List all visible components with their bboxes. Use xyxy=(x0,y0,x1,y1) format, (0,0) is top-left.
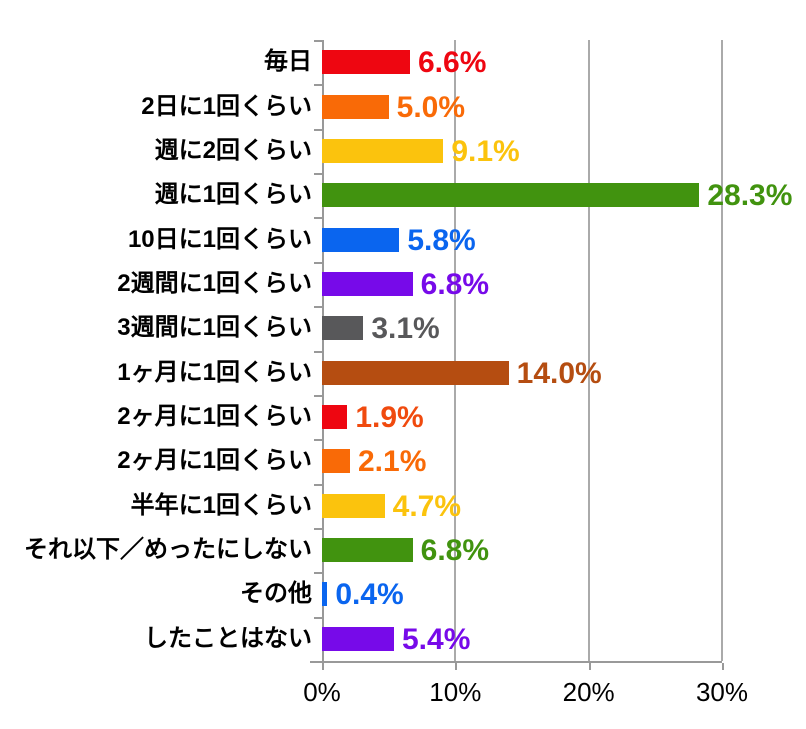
bar xyxy=(322,360,509,385)
y-axis-tick xyxy=(314,616,322,619)
y-axis-tick xyxy=(314,483,322,486)
bar xyxy=(322,94,389,119)
bar xyxy=(322,271,413,296)
bar xyxy=(322,582,328,607)
x-axis-tick xyxy=(455,663,458,670)
y-axis-line xyxy=(322,40,324,669)
category-label: 2ヶ月に1回くらい xyxy=(117,447,312,475)
value-label: 5.8% xyxy=(407,223,476,257)
value-label: 6.8% xyxy=(420,267,490,301)
y-axis-tick xyxy=(314,261,322,264)
category-label: 3週間に1回くらい xyxy=(117,314,312,342)
y-axis-tick xyxy=(314,306,322,309)
y-axis-tick xyxy=(314,527,322,530)
category-label: 毎日 xyxy=(264,48,312,76)
x-axis-tick-label: 20% xyxy=(562,677,615,707)
category-label: 半年に1回くらい xyxy=(130,491,312,519)
bar xyxy=(322,405,348,430)
category-label: 2ヶ月に1回くらい xyxy=(117,403,312,431)
y-axis-tick xyxy=(314,84,322,87)
x-axis-tick-label: 30% xyxy=(695,677,749,707)
value-label: 28.3% xyxy=(707,179,793,213)
y-axis-tick xyxy=(314,350,322,353)
category-label: したことはない xyxy=(144,624,312,652)
value-label: 0.4% xyxy=(335,578,404,612)
value-label: 9.1% xyxy=(451,134,520,168)
gridline xyxy=(454,40,457,661)
y-axis-tick xyxy=(314,394,322,397)
value-label: 14.0% xyxy=(516,356,602,390)
value-label: 1.9% xyxy=(355,401,424,435)
gridline xyxy=(721,40,723,661)
category-label: 週に1回くらい xyxy=(154,181,312,209)
category-label: 1ヶ月に1回くらい xyxy=(117,358,312,386)
y-axis-tick xyxy=(314,217,322,220)
category-label: 週に2回くらい xyxy=(154,136,312,164)
value-label: 6.8% xyxy=(420,534,490,568)
y-axis-tick xyxy=(314,173,322,176)
x-axis-tick xyxy=(322,663,324,670)
y-axis-tick xyxy=(314,572,322,575)
value-label: 5.0% xyxy=(396,90,466,124)
y-axis-tick xyxy=(314,128,322,131)
bar xyxy=(322,138,444,163)
value-label: 2.1% xyxy=(358,445,427,479)
gridline xyxy=(587,40,590,661)
x-axis-tick xyxy=(722,663,724,670)
bar xyxy=(322,538,413,563)
value-label: 4.7% xyxy=(392,489,462,523)
y-axis-tick xyxy=(314,40,322,42)
y-axis-tick xyxy=(314,439,322,442)
bar xyxy=(322,449,350,474)
category-label: 2日に1回くらい xyxy=(141,92,312,120)
x-axis-tick-label: 0% xyxy=(303,677,341,707)
category-label: その他 xyxy=(240,580,312,608)
bar xyxy=(322,183,700,208)
category-label: 2週間に1回くらい xyxy=(117,269,312,297)
value-label: 6.6% xyxy=(418,46,487,80)
bar xyxy=(322,626,394,651)
bar xyxy=(322,316,364,341)
value-label: 5.4% xyxy=(402,622,471,656)
category-label: 10日に1回くらい xyxy=(127,225,312,253)
category-label: それ以下／めったにしない xyxy=(24,536,312,564)
bar xyxy=(322,227,400,252)
x-axis-tick-label: 10% xyxy=(429,677,482,707)
x-axis-tick xyxy=(588,663,591,670)
x-axis-line xyxy=(310,661,722,663)
y-axis-tick xyxy=(314,661,322,663)
value-label: 3.1% xyxy=(371,312,440,346)
bar xyxy=(322,50,410,75)
bar xyxy=(322,493,385,518)
